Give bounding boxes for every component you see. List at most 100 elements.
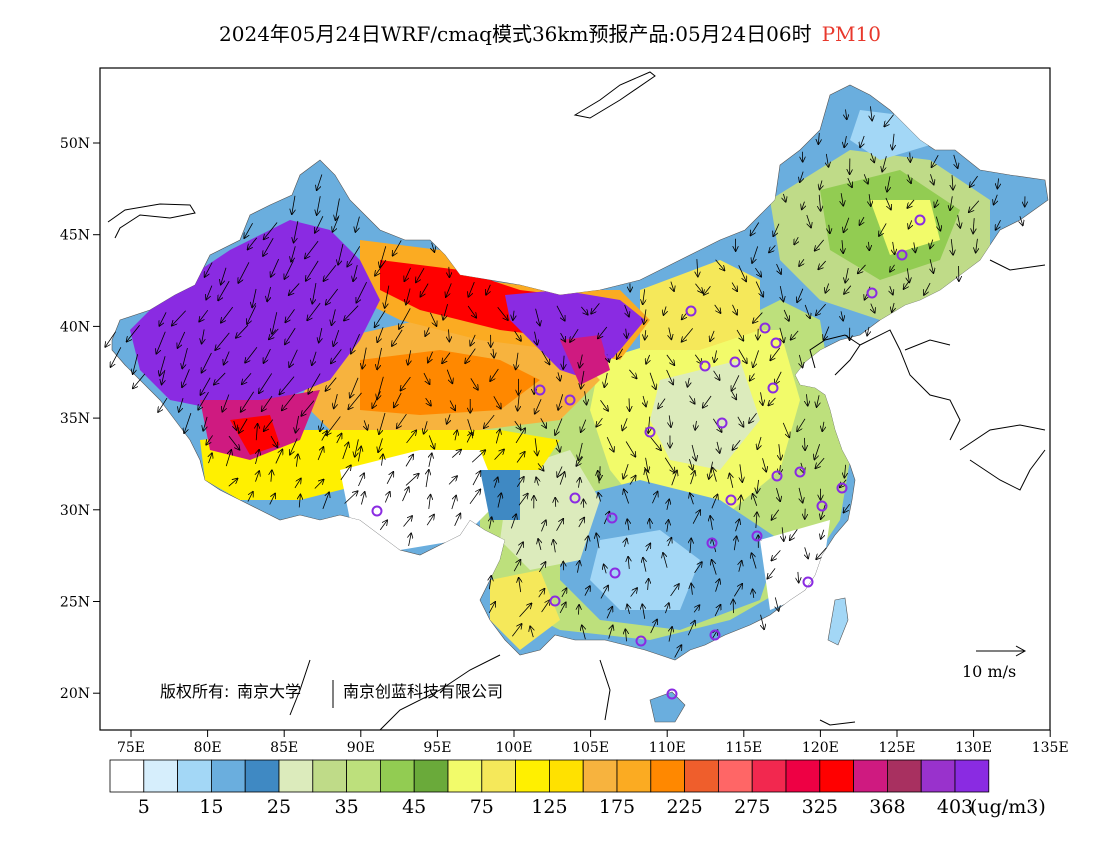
colorbar-swatch xyxy=(481,759,516,793)
map-body xyxy=(105,71,1049,730)
city-marker xyxy=(609,567,621,579)
copyright-org2: 南京创蓝科技有限公司 xyxy=(343,682,503,701)
colorbar-swatch xyxy=(143,759,179,793)
lon-tick-label: 85E xyxy=(270,740,298,756)
colorbar-swatch xyxy=(244,759,280,793)
colorbar-swatch xyxy=(785,759,821,793)
lat-tick-label: 50N xyxy=(60,136,90,152)
colorbar-swatch xyxy=(887,759,922,793)
lon-tick-label: 105E xyxy=(572,740,609,756)
lon-tick-label: 110E xyxy=(649,740,686,756)
lon-tick-label: 95E xyxy=(423,740,451,756)
colorbar-swatch xyxy=(684,759,719,793)
colorbar-swatch xyxy=(853,759,888,793)
lon-tick-label: 100E xyxy=(496,740,533,756)
colorbar-swatch xyxy=(819,759,854,793)
taiwan-island xyxy=(827,597,849,646)
colorbar-level-label: 75 xyxy=(470,796,494,818)
city-marker xyxy=(685,305,697,317)
colorbar-swatch xyxy=(920,759,956,793)
colorbar-level-label: 225 xyxy=(666,796,702,818)
colorbar-swatch xyxy=(954,759,990,793)
city-marker xyxy=(866,287,878,299)
colorbar-swatch xyxy=(109,759,145,793)
colorbar-level-label: 125 xyxy=(531,796,567,818)
colorbar-swatch xyxy=(379,759,415,793)
lat-tick-label: 35N xyxy=(60,411,90,427)
map-frame xyxy=(99,67,1051,731)
colorbar-swatch xyxy=(346,759,381,793)
city-marker xyxy=(771,470,783,482)
colorbar-swatch xyxy=(650,759,685,793)
colorbar-swatch xyxy=(751,759,787,793)
coastlines xyxy=(107,71,1046,730)
copyright-prefix: 版权所有: xyxy=(160,682,229,701)
city-marker xyxy=(606,512,618,524)
city-marker xyxy=(635,635,647,647)
colorbar-swatch xyxy=(447,759,483,793)
city-marker xyxy=(794,466,806,478)
colorbar-unit: (ug/m3) xyxy=(970,796,1046,818)
city-marker xyxy=(725,494,737,506)
colorbar-swatch xyxy=(616,759,652,793)
wind-legend: 10 m/s xyxy=(962,645,1027,681)
lon-tick-label: 130E xyxy=(955,740,992,756)
city-marker xyxy=(534,384,546,396)
city-marker xyxy=(816,500,828,512)
colorbar-level-label: 325 xyxy=(802,796,838,818)
lon-tick-label: 115E xyxy=(725,740,762,756)
colorbar-level-label: 5 xyxy=(138,796,150,818)
city-marker xyxy=(706,537,718,549)
city-marker xyxy=(914,214,926,226)
colorbar-level-label: 25 xyxy=(267,796,291,818)
colorbar-swatch xyxy=(582,759,618,793)
city-marker xyxy=(549,595,561,607)
lat-tick-label: 40N xyxy=(60,319,90,335)
wind-vector-field xyxy=(105,106,1025,658)
city-marker xyxy=(371,505,383,517)
colorbar-level-label: 15 xyxy=(199,796,223,818)
colorbar-level-label: 368 xyxy=(869,796,905,818)
colorbar-swatch xyxy=(718,759,753,793)
title-main: 2024年05月24日WRF/cmaq模式36km预报产品:05月24日06时 xyxy=(219,22,812,46)
copyright-org1: 南京大学 xyxy=(237,682,301,701)
colorbar-level-label: 45 xyxy=(402,796,426,818)
colorbar-level-label: 275 xyxy=(734,796,770,818)
city-marker xyxy=(751,530,763,542)
colorbar xyxy=(109,759,990,793)
colorbar-labels: 5 15 25 35 45 75 125 175 225 275 325 368 403 xyxy=(138,796,973,818)
lon-tick-label: 75E xyxy=(117,740,145,756)
title-pollutant: PM10 xyxy=(821,22,881,46)
latitude-ticks: 50N 45N 40N 35N 30N 25N 20N xyxy=(60,136,100,702)
city-marker xyxy=(759,322,771,334)
lat-tick-label: 25N xyxy=(60,595,90,611)
colorbar-level-label: 35 xyxy=(335,796,359,818)
city-marker xyxy=(666,688,678,700)
lat-tick-label: 30N xyxy=(60,503,90,519)
city-marker xyxy=(729,356,741,368)
city-marker xyxy=(836,482,848,494)
longitude-ticks: 75E 80E 85E 90E 95E 100E 105E 110E 115E 120E 125E 1… xyxy=(117,730,1069,756)
lon-tick-label: 125E xyxy=(879,740,916,756)
city-marker xyxy=(716,417,728,429)
colorbar-swatch xyxy=(413,759,449,793)
city-marker xyxy=(896,249,908,261)
city-marker xyxy=(699,360,711,372)
copyright-note: 版权所有: 南京大学 南京创蓝科技有限公司 xyxy=(160,680,503,708)
city-marker xyxy=(770,337,782,349)
city-marker xyxy=(569,492,581,504)
lat-tick-label: 20N xyxy=(60,686,90,702)
city-marker xyxy=(802,576,814,588)
lon-tick-label: 80E xyxy=(194,740,222,756)
colorbar-level-label: 175 xyxy=(599,796,635,818)
city-marker xyxy=(604,347,616,359)
colorbar-swatch xyxy=(312,759,347,793)
colorbar-swatch xyxy=(549,759,584,793)
colorbar-swatch xyxy=(515,759,550,793)
city-marker xyxy=(767,382,779,394)
lon-tick-label: 120E xyxy=(802,740,839,756)
city-markers xyxy=(371,214,926,700)
colorbar-swatch xyxy=(278,759,314,793)
colorbar-swatch xyxy=(210,759,246,793)
